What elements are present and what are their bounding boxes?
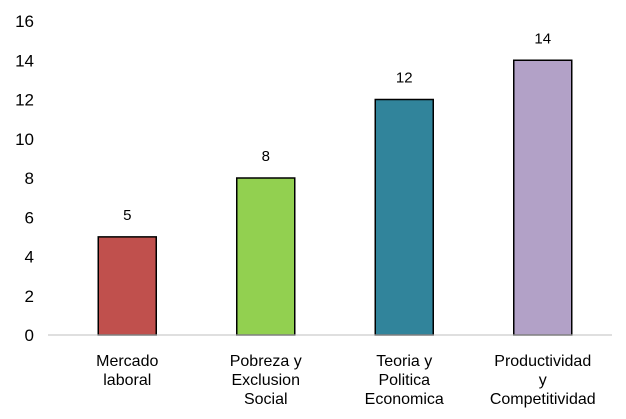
x-category-label-line: Teoria y bbox=[376, 353, 432, 370]
y-axis: 0 2 4 6 8 10 12 14 16 bbox=[15, 12, 34, 345]
y-tick-label: 10 bbox=[15, 130, 34, 149]
x-category-label-line: Politica bbox=[378, 372, 430, 389]
x-category-label-line: Mercado bbox=[96, 353, 158, 370]
data-label: 14 bbox=[534, 30, 551, 47]
x-category-label-line: Productividad bbox=[494, 353, 591, 370]
data-label: 8 bbox=[262, 148, 270, 165]
bars bbox=[97, 59, 573, 336]
y-tick-label: 14 bbox=[15, 51, 34, 70]
x-category-label-line: Competitividad bbox=[490, 391, 596, 408]
y-tick-label: 8 bbox=[25, 169, 34, 188]
x-category-label-line: Exclusion bbox=[232, 372, 300, 389]
y-tick-label: 12 bbox=[15, 91, 34, 110]
bar bbox=[236, 177, 296, 336]
x-category-label-line: laboral bbox=[103, 372, 151, 389]
y-tick-label: 4 bbox=[25, 248, 34, 267]
x-category-label-line: Pobreza y bbox=[230, 353, 302, 370]
x-category-label-line: Economica bbox=[365, 391, 444, 408]
bar bbox=[513, 59, 573, 336]
y-tick-label: 0 bbox=[25, 326, 34, 345]
data-labels: 5 8 12 14 bbox=[123, 30, 551, 224]
y-tick-label: 2 bbox=[25, 287, 34, 306]
data-label: 12 bbox=[396, 70, 413, 87]
data-label: 5 bbox=[123, 207, 131, 224]
x-axis: Mercado laboral Pobreza y Exclusion Social Te… bbox=[96, 353, 596, 408]
y-tick-label: 16 bbox=[15, 12, 34, 31]
x-category-label-line: y bbox=[539, 372, 547, 389]
x-category-label: Teoria y Politica Economica bbox=[365, 353, 444, 408]
bar bbox=[97, 236, 157, 336]
x-category-label-line: Social bbox=[244, 391, 288, 408]
x-category-label: Mercado laboral bbox=[96, 353, 158, 389]
x-category-label: Pobreza y Exclusion Social bbox=[230, 353, 302, 408]
y-tick-label: 6 bbox=[25, 208, 34, 227]
x-category-label: Productividad y Competitividad bbox=[490, 353, 596, 408]
bar bbox=[374, 98, 434, 336]
